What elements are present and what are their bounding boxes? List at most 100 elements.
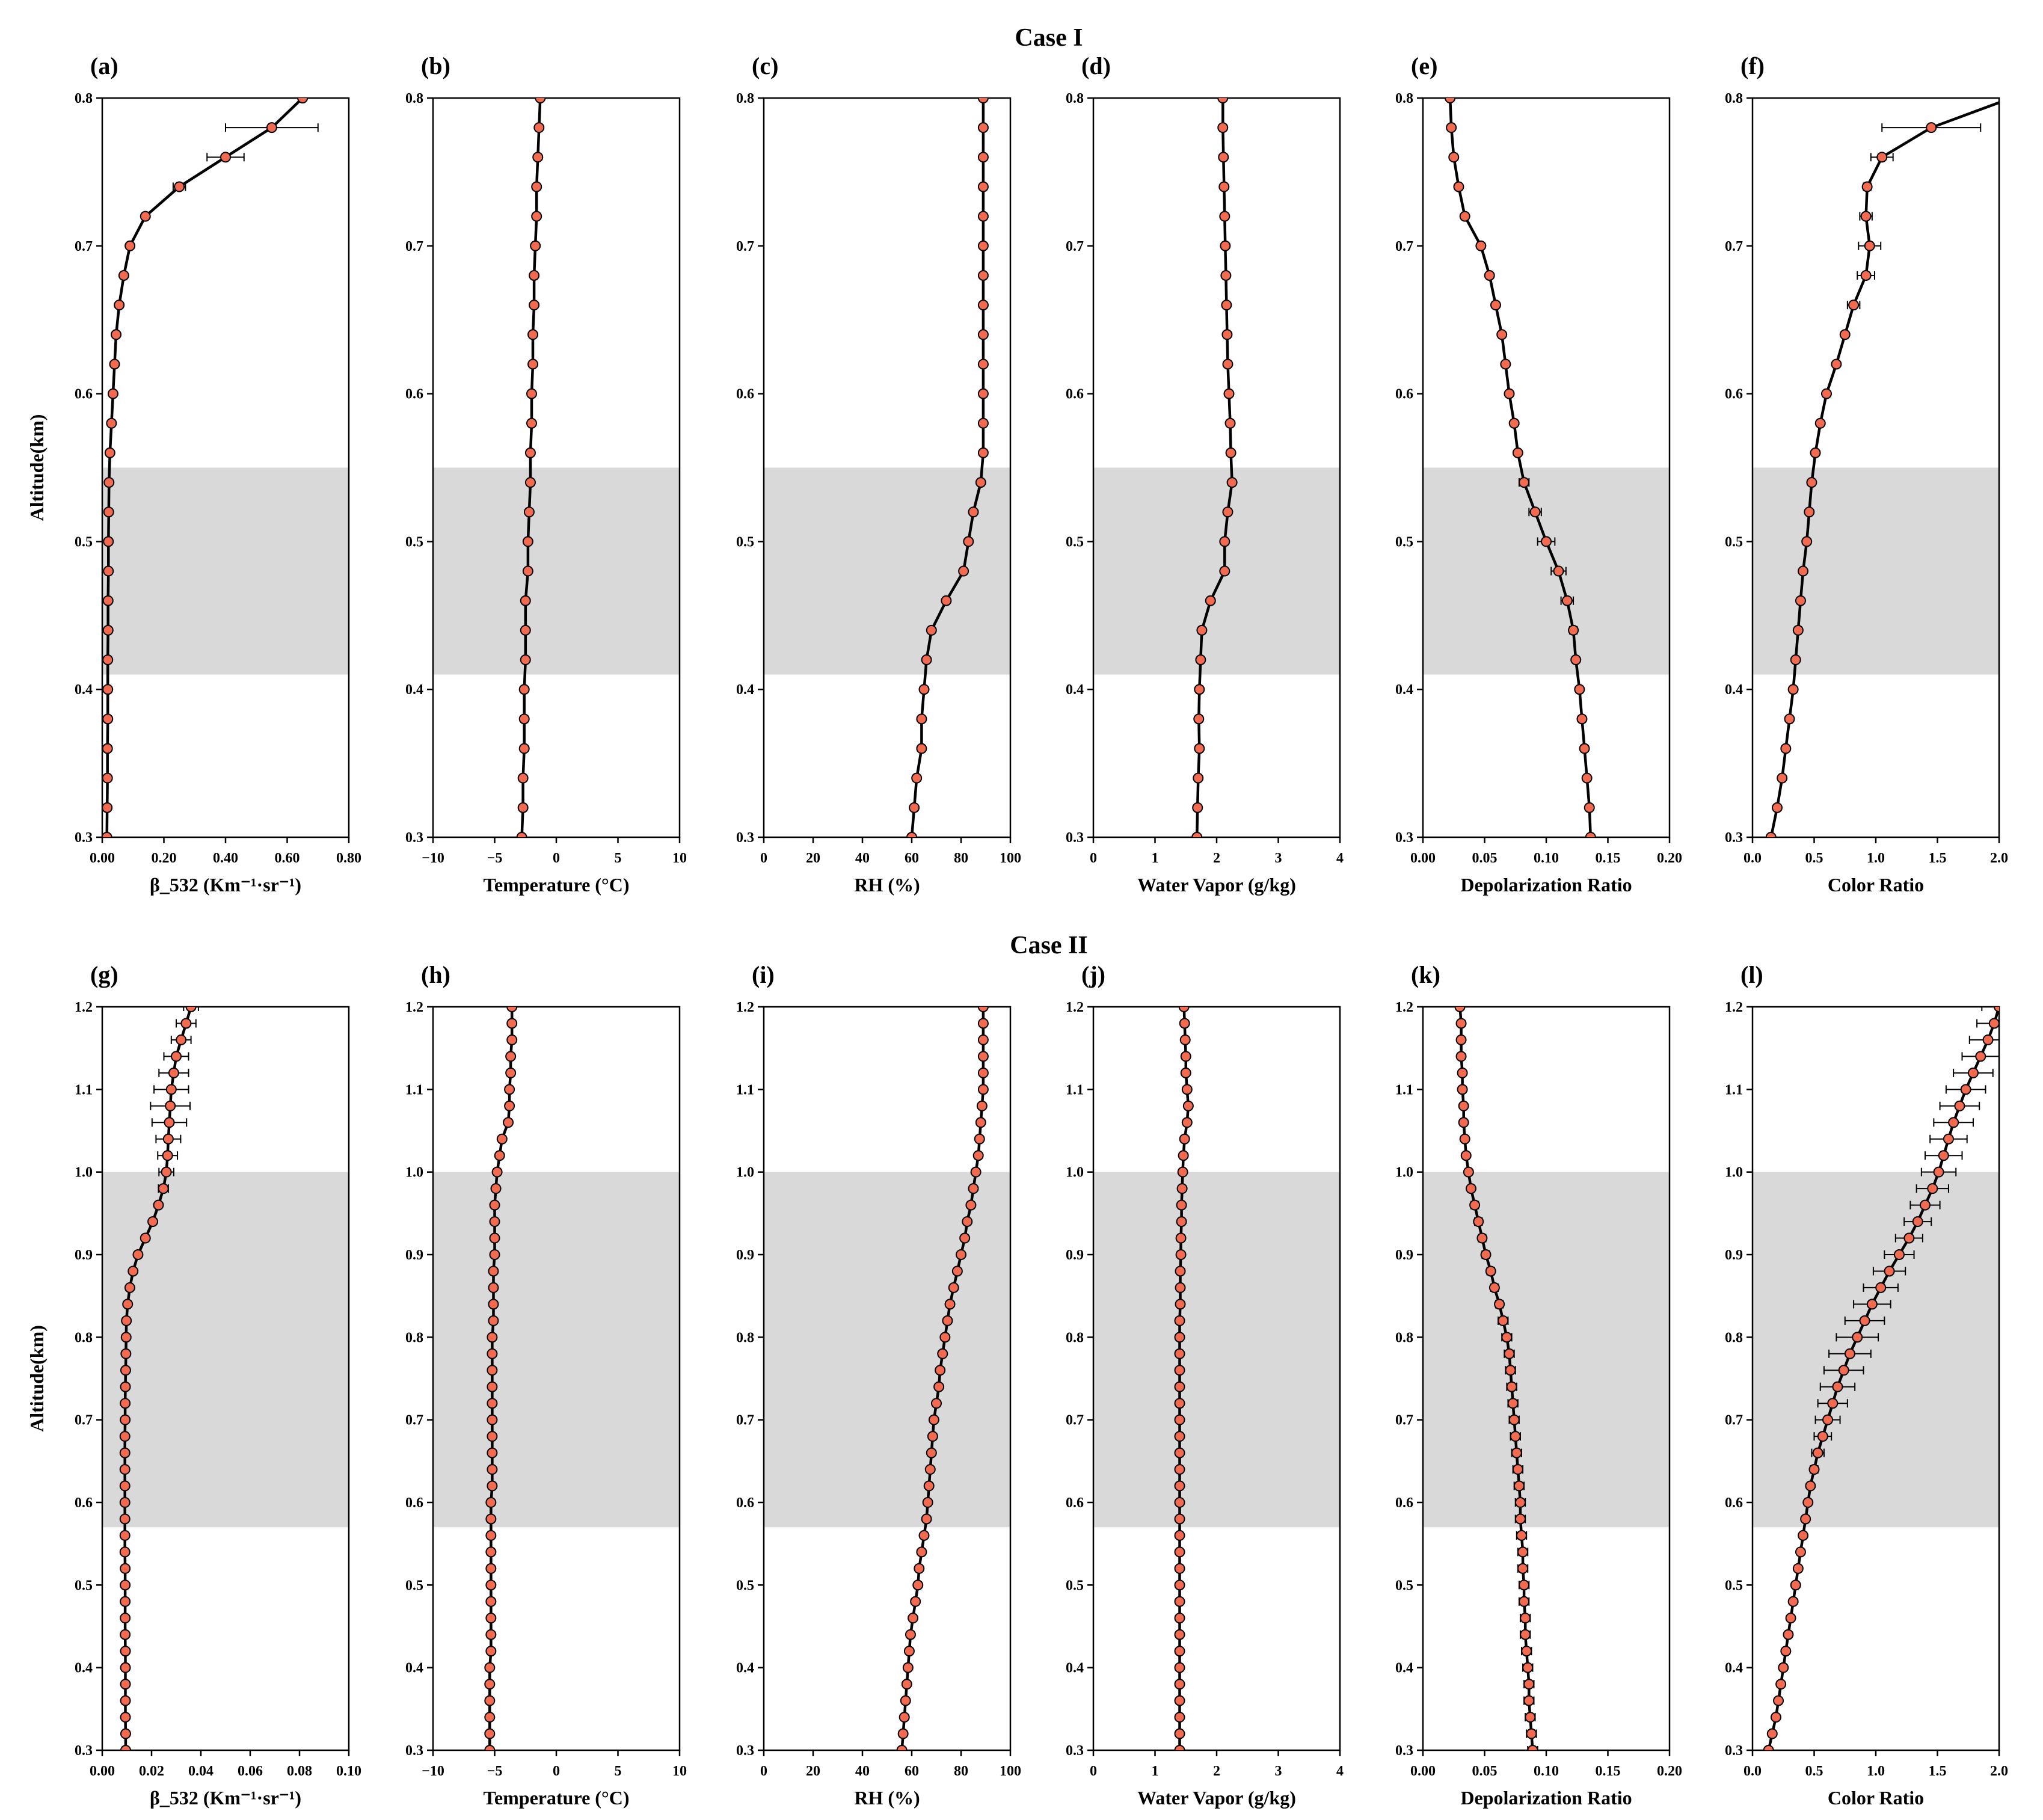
data-point-i-22 (933, 1381, 945, 1392)
data-point-g-37 (162, 1133, 174, 1145)
data-point-k-12 (1517, 1546, 1529, 1558)
data-point-j-38 (1181, 1117, 1193, 1128)
data-point-h-43 (506, 1034, 518, 1045)
data-point-d-19 (1220, 269, 1232, 281)
y-tick-label-l-1: 0.4 (1725, 1661, 1743, 1676)
y-tick-label-l-8: 1.1 (1725, 1082, 1743, 1098)
data-point-i-1 (897, 1728, 909, 1739)
data-point-k-40 (1457, 1084, 1468, 1095)
panel-label-c: (c) (752, 52, 778, 79)
data-point-b-12 (524, 477, 536, 488)
y-tick-label-i-8: 1.1 (736, 1082, 754, 1098)
x-tick-label-h-2: 0 (553, 1763, 560, 1779)
data-point-c-3 (916, 743, 927, 754)
panel-c: 0 20 40 60 80 100 0.3 0.4 0.5 0.6 0.7 0.8 (c) RH (%) (736, 52, 1021, 896)
data-point-e-1 (1584, 802, 1595, 813)
data-point-k-4 (1523, 1679, 1535, 1690)
x-tick-label-f-2: 1.0 (1867, 850, 1885, 866)
data-point-d-13 (1225, 447, 1237, 458)
data-point-h-11 (485, 1563, 497, 1574)
y-tick-label-d-3: 0.6 (1066, 387, 1084, 402)
x-tick-label-a-4: 0.80 (336, 850, 361, 866)
data-point-l-7 (1783, 1629, 1794, 1640)
y-tick-label-b-3: 0.6 (405, 387, 423, 402)
data-point-j-16 (1174, 1480, 1185, 1492)
data-point-d-22 (1218, 181, 1230, 192)
data-point-f-23 (1876, 152, 1888, 163)
data-point-e-20 (1475, 240, 1487, 251)
data-point-g-22 (120, 1381, 131, 1392)
data-point-f-0 (1765, 832, 1777, 837)
data-point-l-25 (1852, 1332, 1863, 1343)
y-tick-label-l-7: 1.0 (1725, 1165, 1743, 1181)
y-tick-label-g-7: 1.0 (75, 1165, 93, 1181)
shaded-layer-h (433, 1172, 680, 1528)
data-point-b-9 (522, 565, 533, 577)
data-point-i-38 (975, 1117, 986, 1128)
x-axis-title-k: Depolarization Ratio (1460, 1787, 1632, 1809)
data-point-g-23 (120, 1365, 131, 1376)
data-point-b-7 (520, 624, 531, 636)
data-point-l-3 (1773, 1695, 1784, 1706)
data-point-g-3 (120, 1695, 131, 1706)
axes-frame-g (101, 1006, 350, 1751)
data-point-k-21 (1507, 1398, 1519, 1409)
data-point-i-4 (901, 1679, 912, 1690)
data-point-l-34 (1927, 1183, 1938, 1194)
data-point-g-24 (120, 1348, 132, 1359)
data-point-l-31 (1903, 1232, 1915, 1244)
data-point-l-20 (1822, 1414, 1834, 1425)
data-point-i-20 (928, 1414, 939, 1425)
data-point-l-4 (1775, 1679, 1787, 1690)
y-tick-label-j-4: 0.7 (1066, 1413, 1084, 1428)
y-tick-label-d-4: 0.7 (1066, 239, 1084, 254)
data-point-b-21 (531, 211, 542, 222)
x-tick-label-f-4: 2.0 (1990, 850, 2008, 866)
data-point-j-26 (1174, 1315, 1185, 1326)
x-tick-label-l-0: 0.0 (1743, 1763, 1762, 1779)
data-point-g-4 (120, 1679, 131, 1690)
x-tick-label-a-1: 0.20 (152, 850, 177, 866)
data-point-j-13 (1174, 1529, 1185, 1541)
x-tick-label-k-4: 0.20 (1657, 1763, 1682, 1779)
data-point-h-10 (485, 1579, 497, 1591)
data-point-b-1 (517, 802, 529, 813)
data-point-k-30 (1480, 1249, 1492, 1260)
data-point-e-21 (1459, 211, 1470, 222)
data-point-a-1 (102, 802, 113, 813)
y-tick-label-k-1: 0.4 (1395, 1661, 1413, 1676)
x-tick-label-i-0: 0 (760, 1763, 767, 1779)
data-point-b-22 (531, 181, 542, 192)
data-point-g-12 (119, 1546, 131, 1558)
data-point-f-2 (1777, 772, 1788, 784)
data-point-a-13 (104, 447, 115, 458)
data-point-d-8 (1205, 595, 1216, 606)
y-tick-label-d-0: 0.3 (1066, 830, 1084, 846)
data-point-d-5 (1194, 684, 1205, 695)
x-tick-label-h-0: −10 (422, 1763, 444, 1779)
data-point-c-8 (941, 595, 952, 606)
data-point-i-44 (977, 1018, 989, 1029)
data-point-c-19 (977, 269, 989, 281)
data-point-j-9 (1174, 1596, 1185, 1607)
data-point-a-6 (102, 654, 114, 666)
x-tick-label-d-0: 0 (1090, 850, 1097, 866)
data-point-h-14 (485, 1513, 497, 1525)
series-k (1454, 1007, 1538, 1750)
data-point-g-42 (171, 1051, 182, 1062)
shaded-layer-i (764, 1172, 1010, 1528)
data-point-k-28 (1488, 1282, 1500, 1293)
panel-a: 0.00 0.20 0.40 0.60 0.80 0.3 0.4 0.5 0.6 0.7 0.8 (a… (26, 52, 361, 896)
data-point-f-7 (1792, 624, 1804, 636)
data-point-c-2 (911, 772, 923, 784)
data-point-l-36 (1938, 1150, 1949, 1161)
y-tick-label-l-4: 0.7 (1725, 1413, 1743, 1428)
data-point-d-6 (1195, 654, 1206, 666)
data-point-l-23 (1838, 1365, 1849, 1376)
data-point-b-5 (518, 684, 530, 695)
x-tick-label-j-1: 1 (1152, 1763, 1159, 1779)
data-point-j-8 (1174, 1612, 1185, 1624)
data-point-g-14 (119, 1513, 131, 1525)
data-point-i-31 (959, 1232, 971, 1244)
data-point-j-1 (1174, 1728, 1185, 1739)
